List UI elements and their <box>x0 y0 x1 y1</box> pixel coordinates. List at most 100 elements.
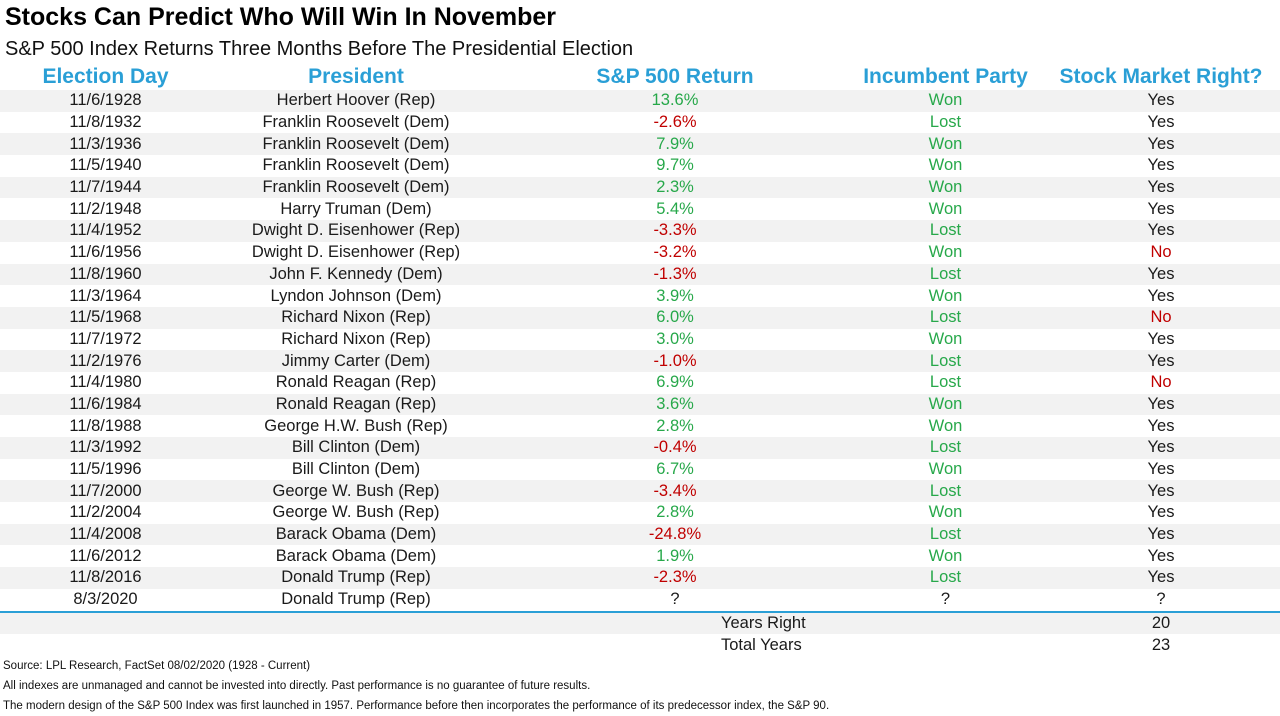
incumbent-party-cell: Won <box>849 328 1042 351</box>
president-cell: John F. Kennedy (Dem) <box>211 263 501 286</box>
summary-value: 23 <box>1042 634 1280 656</box>
stock-market-right-cell: No <box>1042 371 1280 394</box>
president-cell: Bill Clinton (Dem) <box>211 458 501 481</box>
incumbent-party-cell: Won <box>849 90 1042 112</box>
header-row: Election Day President S&P 500 Return In… <box>0 64 1280 90</box>
sp500-return-cell: 1.9% <box>501 545 849 568</box>
incumbent-party-cell: Won <box>849 241 1042 264</box>
incumbent-party-cell: Lost <box>849 306 1042 329</box>
stock-market-right-cell: Yes <box>1042 263 1280 286</box>
stock-market-right-cell: Yes <box>1042 523 1280 546</box>
incumbent-party-cell: Won <box>849 545 1042 568</box>
sp500-return-cell: 5.4% <box>501 198 849 221</box>
stock-market-right-cell: ? <box>1042 588 1280 613</box>
president-cell: Ronald Reagan (Rep) <box>211 393 501 416</box>
sp500-return-cell: -2.3% <box>501 567 849 589</box>
election-day-cell: 11/6/1928 <box>0 90 211 112</box>
sp500-return-cell: -1.0% <box>501 350 849 372</box>
table-row: 11/7/1944 Franklin Roosevelt (Dem) 2.3% Won… <box>0 176 1280 199</box>
sp500-return-cell: -3.4% <box>501 480 849 503</box>
methodology-note: The modern design of the S&P 500 Index w… <box>3 700 830 712</box>
disclaimer-note: All indexes are unmanaged and cannot be … <box>3 680 591 692</box>
election-day-cell: 11/8/1988 <box>0 415 211 437</box>
table-row: 11/6/1956 Dwight D. Eisenhower (Rep) -3.2%… <box>0 241 1280 264</box>
summary-row: Years Right 20 <box>0 611 1280 635</box>
empty-cell <box>211 634 501 656</box>
table-row: 11/6/1928 Herbert Hoover (Rep) 13.6% Won Yes <box>0 90 1280 112</box>
page-title: Stocks Can Predict Who Will Win In Novem… <box>5 3 557 31</box>
empty-cell <box>0 611 211 635</box>
incumbent-party-cell: Won <box>849 415 1042 437</box>
sp500-return-cell: -3.2% <box>501 241 849 264</box>
table-row: 11/6/1984 Ronald Reagan (Rep) 3.6% Won Yes <box>0 393 1280 416</box>
table-row: 11/7/1972 Richard Nixon (Rep) 3.0% Won Yes <box>0 328 1280 351</box>
election-day-cell: 11/6/2012 <box>0 545 211 568</box>
president-cell: Richard Nixon (Rep) <box>211 306 501 329</box>
election-day-cell: 11/7/2000 <box>0 480 211 503</box>
president-cell: Jimmy Carter (Dem) <box>211 350 501 372</box>
sp500-return-cell: 13.6% <box>501 90 849 112</box>
president-cell: George H.W. Bush (Rep) <box>211 415 501 437</box>
table-row: 11/2/2004 George W. Bush (Rep) 2.8% Won Yes <box>0 502 1280 524</box>
election-day-cell: 8/3/2020 <box>0 588 211 613</box>
column-header-president: President <box>308 65 404 88</box>
sp500-return-cell: 3.0% <box>501 328 849 351</box>
stock-market-right-cell: Yes <box>1042 350 1280 372</box>
election-day-cell: 11/2/2004 <box>0 502 211 524</box>
president-cell: Richard Nixon (Rep) <box>211 328 501 351</box>
table-row: 11/4/1980 Ronald Reagan (Rep) 6.9% Lost No <box>0 371 1280 394</box>
incumbent-party-cell: Lost <box>849 350 1042 372</box>
incumbent-party-cell: Lost <box>849 263 1042 286</box>
election-day-cell: 11/8/1960 <box>0 263 211 286</box>
sp500-return-cell: -24.8% <box>501 523 849 546</box>
election-day-cell: 11/2/1948 <box>0 198 211 221</box>
stock-market-right-cell: No <box>1042 306 1280 329</box>
election-day-cell: 11/4/1980 <box>0 371 211 394</box>
table-row: 11/3/1936 Franklin Roosevelt (Dem) 7.9% Won… <box>0 133 1280 156</box>
incumbent-party-cell: ? <box>849 588 1042 613</box>
incumbent-party-cell: Won <box>849 155 1042 177</box>
table-row: 11/5/1940 Franklin Roosevelt (Dem) 9.7% Won… <box>0 155 1280 177</box>
page-subtitle: S&P 500 Index Returns Three Months Befor… <box>5 38 634 60</box>
sp500-return-cell: 6.9% <box>501 371 849 394</box>
president-cell: George W. Bush (Rep) <box>211 480 501 503</box>
election-day-cell: 11/5/1996 <box>0 458 211 481</box>
president-cell: Donald Trump (Rep) <box>211 567 501 589</box>
president-cell: Bill Clinton (Dem) <box>211 437 501 459</box>
table-row: 11/3/1992 Bill Clinton (Dem) -0.4% Lost Yes <box>0 437 1280 459</box>
column-header-incumbent-party: Incumbent Party <box>863 65 1028 88</box>
stock-market-right-cell: Yes <box>1042 458 1280 481</box>
incumbent-party-cell: Won <box>849 198 1042 221</box>
election-day-cell: 11/7/1972 <box>0 328 211 351</box>
sp500-return-cell: 9.7% <box>501 155 849 177</box>
election-day-cell: 11/5/1940 <box>0 155 211 177</box>
election-day-cell: 11/3/1936 <box>0 133 211 156</box>
stock-market-right-cell: Yes <box>1042 480 1280 503</box>
table-row: 11/8/1932 Franklin Roosevelt (Dem) -2.6% Lo… <box>0 111 1280 134</box>
table-row: 11/2/1948 Harry Truman (Dem) 5.4% Won Yes <box>0 198 1280 221</box>
stock-market-right-cell: Yes <box>1042 198 1280 221</box>
table-row: 11/8/2016 Donald Trump (Rep) -2.3% Lost Yes <box>0 567 1280 589</box>
president-cell: Harry Truman (Dem) <box>211 198 501 221</box>
table-row: 11/5/1968 Richard Nixon (Rep) 6.0% Lost No <box>0 306 1280 329</box>
empty-cell <box>0 634 211 656</box>
sp500-return-cell: 2.8% <box>501 502 849 524</box>
table-row: 11/2/1976 Jimmy Carter (Dem) -1.0% Lost Yes <box>0 350 1280 372</box>
incumbent-party-cell: Lost <box>849 523 1042 546</box>
stock-market-right-cell: Yes <box>1042 90 1280 112</box>
election-day-cell: 11/6/1984 <box>0 393 211 416</box>
stock-market-right-cell: Yes <box>1042 328 1280 351</box>
summary-value: 20 <box>1042 611 1280 635</box>
incumbent-party-cell: Lost <box>849 371 1042 394</box>
stock-market-right-cell: Yes <box>1042 437 1280 459</box>
sp500-return-cell: -3.3% <box>501 220 849 242</box>
incumbent-party-cell: Lost <box>849 220 1042 242</box>
sp500-return-cell: 2.8% <box>501 415 849 437</box>
table-row: 11/3/1964 Lyndon Johnson (Dem) 3.9% Won Yes <box>0 285 1280 307</box>
president-cell: Franklin Roosevelt (Dem) <box>211 155 501 177</box>
election-day-cell: 11/2/1976 <box>0 350 211 372</box>
election-day-cell: 11/7/1944 <box>0 176 211 199</box>
sp500-return-cell: -0.4% <box>501 437 849 459</box>
sp500-return-cell: ? <box>501 588 849 613</box>
stock-market-right-cell: Yes <box>1042 155 1280 177</box>
